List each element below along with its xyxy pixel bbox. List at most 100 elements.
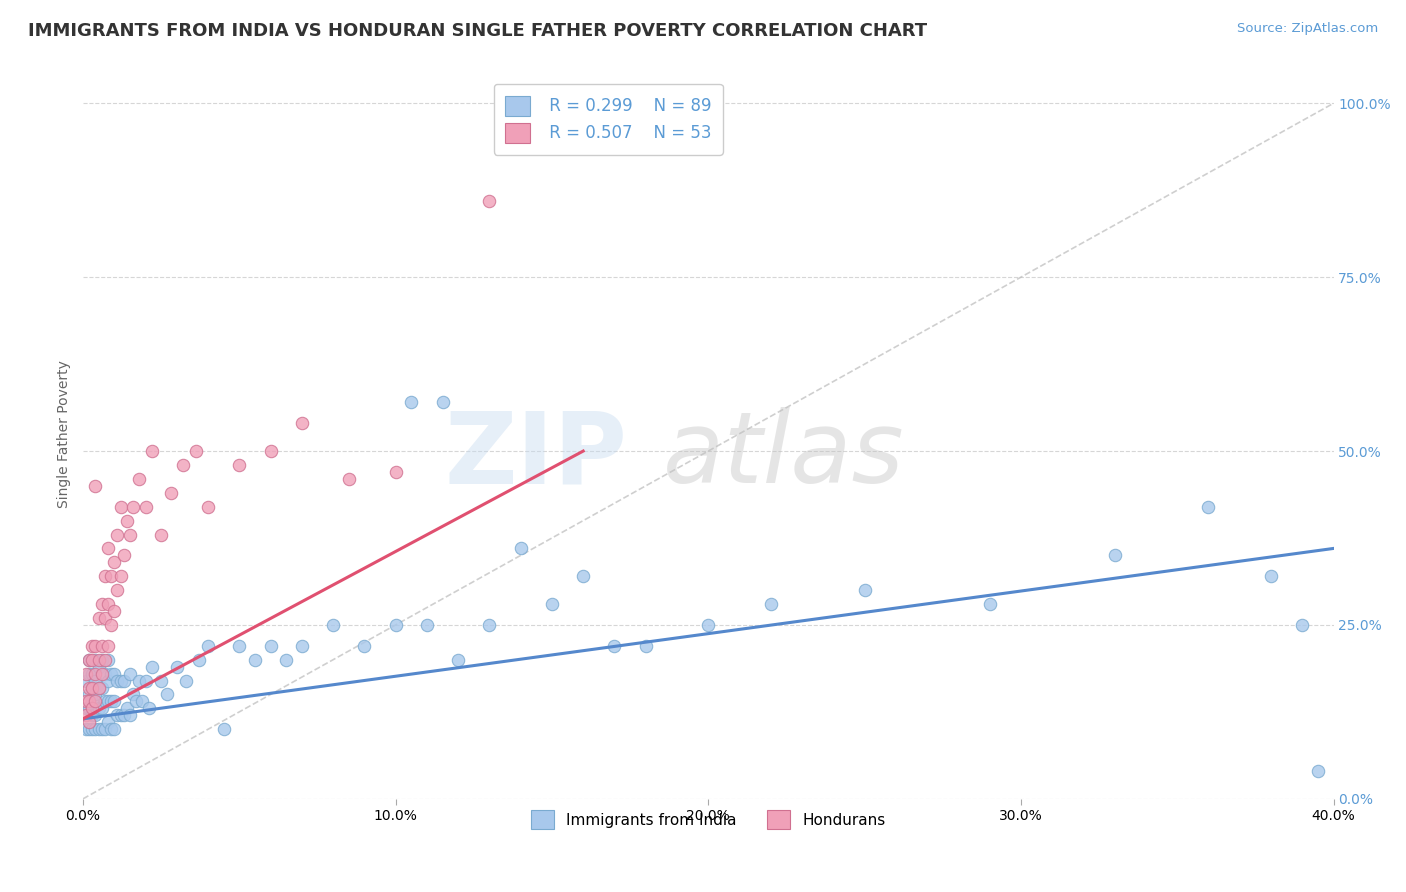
Point (84, 673, 107, 688)
Point (82, 723, 104, 737)
Point (118, 708, 141, 723)
Point (432, 395, 454, 409)
Point (90, 666, 112, 681)
Text: Source: ZipAtlas.com: Source: ZipAtlas.com (1237, 22, 1378, 36)
Point (174, 673, 197, 688)
Point (110, 500, 132, 514)
Point (122, 688, 145, 702)
Point (84, 694, 107, 708)
Point (112, 708, 135, 723)
Point (172, 458, 194, 472)
Point (77, 653, 100, 667)
Point (979, 597, 1001, 611)
Point (103, 666, 125, 681)
Point (259, 444, 281, 458)
Point (1104, 549, 1126, 563)
Point (105, 583, 128, 598)
Point (541, 597, 564, 611)
Point (94, 611, 117, 625)
Point (156, 688, 179, 702)
Point (105, 673, 128, 688)
Point (399, 395, 422, 409)
Point (1198, 500, 1220, 514)
Point (322, 618, 344, 632)
Point (110, 569, 132, 583)
Point (103, 694, 125, 708)
Point (1260, 569, 1282, 583)
Point (291, 639, 314, 653)
Point (353, 639, 375, 653)
Point (84, 639, 107, 653)
Point (90, 723, 112, 737)
Point (84, 479, 107, 493)
Point (77, 694, 100, 708)
Point (184, 444, 207, 458)
Point (187, 653, 209, 667)
Text: ZIP: ZIP (444, 407, 627, 504)
Point (141, 659, 163, 673)
Point (90, 639, 112, 653)
Y-axis label: Single Father Poverty: Single Father Poverty (58, 359, 72, 508)
Point (128, 472, 150, 486)
Text: IMMIGRANTS FROM INDIA VS HONDURAN SINGLE FATHER POVERTY CORRELATION CHART: IMMIGRANTS FROM INDIA VS HONDURAN SINGLE… (28, 22, 927, 40)
Point (131, 694, 153, 708)
Legend: Immigrants from India, Hondurans: Immigrants from India, Hondurans (524, 805, 891, 835)
Point (243, 653, 266, 667)
Point (128, 673, 150, 688)
Point (97, 673, 120, 688)
Point (77, 688, 100, 702)
Point (94, 723, 117, 737)
Point (112, 673, 135, 688)
Point (1306, 764, 1329, 778)
Point (138, 701, 160, 715)
Point (384, 465, 406, 479)
Point (77, 715, 100, 730)
Point (90, 701, 112, 715)
Point (103, 604, 125, 618)
Point (122, 500, 145, 514)
Point (384, 618, 406, 632)
Point (759, 597, 782, 611)
Point (87, 659, 110, 673)
Point (259, 639, 281, 653)
Point (94, 569, 117, 583)
Point (87, 681, 110, 695)
Point (75, 701, 97, 715)
Point (97, 653, 120, 667)
Point (478, 194, 501, 208)
Point (134, 673, 156, 688)
Point (166, 659, 188, 673)
Point (87, 653, 110, 667)
Point (105, 708, 128, 723)
Point (125, 694, 148, 708)
Point (150, 527, 173, 541)
Point (90, 653, 112, 667)
Point (90, 681, 112, 695)
Point (100, 666, 122, 681)
Point (77, 681, 100, 695)
Point (75, 673, 97, 688)
Point (212, 723, 235, 737)
Point (228, 639, 250, 653)
Point (603, 639, 626, 653)
Point (103, 723, 125, 737)
Point (87, 723, 110, 737)
Point (75, 708, 97, 723)
Point (82, 681, 104, 695)
Point (112, 549, 135, 563)
Point (110, 708, 132, 723)
Point (337, 472, 360, 486)
Point (115, 701, 138, 715)
Point (100, 569, 122, 583)
Point (82, 701, 104, 715)
Point (291, 416, 314, 430)
Point (84, 708, 107, 723)
Point (94, 694, 117, 708)
Point (87, 611, 110, 625)
Point (90, 597, 112, 611)
Point (134, 500, 156, 514)
Point (82, 708, 104, 723)
Point (97, 597, 120, 611)
Point (84, 688, 107, 702)
Point (75, 694, 97, 708)
